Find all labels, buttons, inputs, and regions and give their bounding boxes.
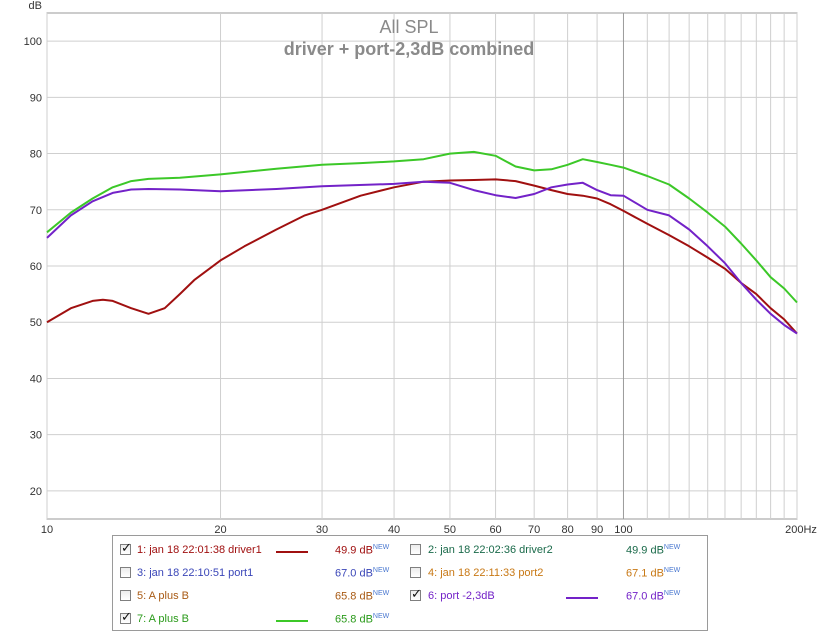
y-tick-label: 80 xyxy=(30,149,42,161)
legend-item: 4: jan 18 22:11:33 port2 67.1 dBNEW xyxy=(113,564,707,584)
legend-new-badge: NEW xyxy=(372,590,390,597)
x-tick-label: 60 xyxy=(489,524,501,535)
x-tick-label: 40 xyxy=(388,524,400,535)
legend-item: ✓ 6: port -2,3dB 67.0 dBNEW xyxy=(113,587,707,607)
legend-checkbox[interactable]: ✓ xyxy=(120,540,132,555)
legend-new-badge: NEW xyxy=(372,613,390,620)
legend-line-swatch xyxy=(566,597,598,599)
legend-label: 4: jan 18 22:11:33 port2 xyxy=(428,567,544,579)
legend-value: 65.8 dBNEW xyxy=(335,590,389,603)
legend-new-badge: NEW xyxy=(663,544,681,551)
legend-value-text: 65.8 dB xyxy=(335,613,373,626)
legend-item: ✓ 7: A plus B 65.8 dBNEW xyxy=(113,610,707,630)
legend-value: 65.8 dBNEW xyxy=(335,613,389,626)
legend-value: 49.9 dBNEW xyxy=(335,544,389,557)
legend-line-swatch xyxy=(276,620,308,622)
chart-subtitle: driver + port-2,3dB combined xyxy=(284,39,535,59)
x-tick-label: 200Hz xyxy=(785,524,817,535)
legend-checkbox[interactable]: ✓ xyxy=(120,609,132,624)
legend-item: 5: A plus B 65.8 dBNEW xyxy=(113,587,707,607)
legend-value: 67.0 dBNEW xyxy=(626,590,680,603)
y-tick-label: 30 xyxy=(30,430,42,442)
x-tick-label: 50 xyxy=(444,524,456,535)
legend-value-text: 49.9 dB xyxy=(335,544,373,557)
x-tick-label: 100 xyxy=(614,524,632,535)
legend-value-text: 67.0 dB xyxy=(335,567,373,580)
checkmark-icon: ✓ xyxy=(121,540,132,555)
checkmark-icon: ✓ xyxy=(411,586,422,601)
legend-label: 6: port -2,3dB xyxy=(428,590,495,602)
y-axis-label: dB xyxy=(29,0,42,12)
series-line xyxy=(46,178,798,335)
legend-checkbox[interactable] xyxy=(410,544,421,555)
series-lines xyxy=(46,150,798,335)
legend-value-text: 65.8 dB xyxy=(335,590,373,603)
legend-label: 7: A plus B xyxy=(137,613,189,625)
y-tick-label: 90 xyxy=(30,92,42,104)
legend-new-badge: NEW xyxy=(372,567,390,574)
y-tick-label: 20 xyxy=(30,486,42,498)
y-tick-label: 100 xyxy=(24,36,42,48)
legend-checkbox[interactable] xyxy=(410,567,421,578)
chart-title: All SPL xyxy=(379,17,438,37)
legend-checkbox[interactable] xyxy=(120,590,131,601)
x-tick-label: 20 xyxy=(214,524,226,535)
series-line xyxy=(46,150,798,304)
y-tick-label: 50 xyxy=(30,317,42,329)
checkmark-icon: ✓ xyxy=(121,609,132,624)
legend-checkbox[interactable] xyxy=(120,567,131,578)
legend-label: 3: jan 18 22:10:51 port1 xyxy=(137,567,254,579)
x-tick-label: 90 xyxy=(591,524,603,535)
legend-label: 1: jan 18 22:01:38 driver1 xyxy=(137,544,262,556)
x-tick-labels: 10 20 30 40 50 60 70 80 90 100 200Hz xyxy=(41,524,817,535)
legend-value: 67.1 dBNEW xyxy=(626,567,680,580)
legend-item: 3: jan 18 22:10:51 port1 67.0 dBNEW xyxy=(113,564,707,584)
legend-item: ✓ 1: jan 18 22:01:38 driver1 49.9 dBNEW xyxy=(113,541,707,561)
legend-panel: ✓ 1: jan 18 22:01:38 driver1 49.9 dBNEW 2: … xyxy=(112,535,708,631)
legend-value: 49.9 dBNEW xyxy=(626,544,680,557)
y-tick-label: 60 xyxy=(30,261,42,273)
y-tick-labels: 20 30 40 50 60 70 80 90 100 xyxy=(24,36,42,498)
legend-new-badge: NEW xyxy=(663,590,681,597)
legend-label: 2: jan 18 22:02:36 driver2 xyxy=(428,544,553,556)
legend-line-swatch xyxy=(276,551,308,553)
grid-lines xyxy=(46,13,798,519)
legend-value-text: 49.9 dB xyxy=(626,544,664,557)
legend-new-badge: NEW xyxy=(372,544,390,551)
legend-label: 5: A plus B xyxy=(137,590,189,602)
legend-checkbox[interactable]: ✓ xyxy=(410,586,422,601)
legend-value-text: 67.1 dB xyxy=(626,567,664,580)
x-tick-label: 10 xyxy=(41,524,53,535)
x-tick-label: 70 xyxy=(528,524,540,535)
legend-new-badge: NEW xyxy=(663,567,681,574)
legend-item: 2: jan 18 22:02:36 driver2 49.9 dBNEW xyxy=(113,541,707,561)
y-tick-label: 70 xyxy=(30,205,42,217)
legend-value-text: 67.0 dB xyxy=(626,590,664,603)
x-tick-label: 80 xyxy=(561,524,573,535)
legend-value: 67.0 dBNEW xyxy=(335,567,389,580)
series-line xyxy=(46,180,798,335)
y-tick-label: 40 xyxy=(30,373,42,385)
x-tick-label: 30 xyxy=(316,524,328,535)
